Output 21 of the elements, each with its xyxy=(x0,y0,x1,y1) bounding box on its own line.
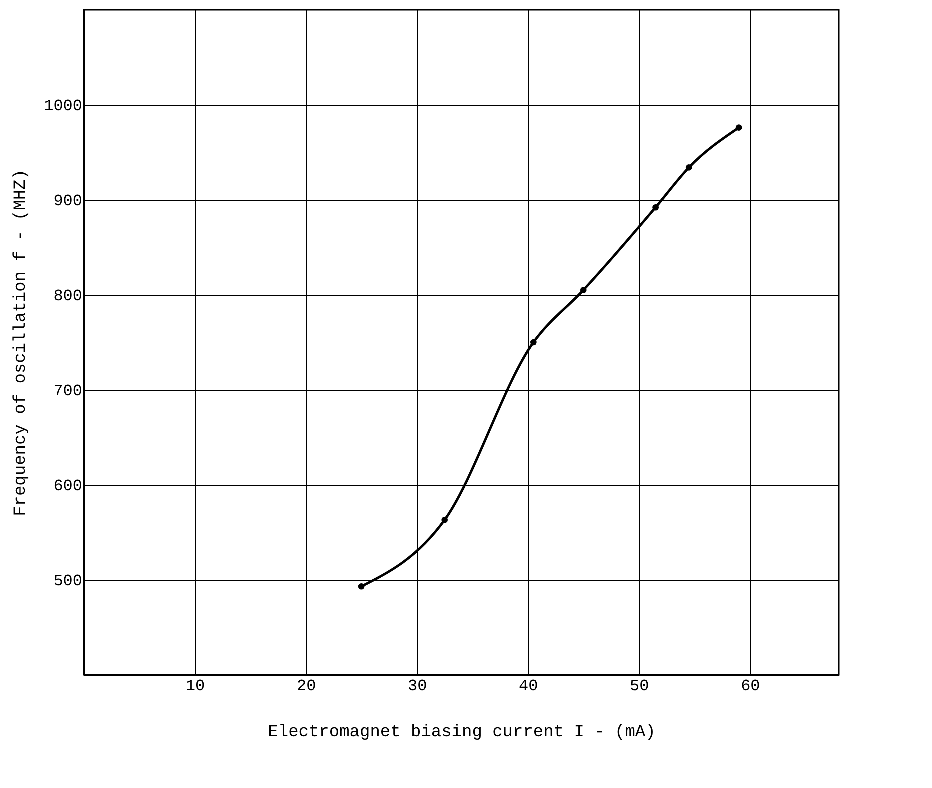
x-tick-label: 10 xyxy=(186,678,206,696)
y-tick-label: 1000 xyxy=(44,98,82,116)
point xyxy=(442,516,448,524)
point xyxy=(358,583,365,590)
y-tick-label: 800 xyxy=(54,288,82,306)
y-tick-label: 900 xyxy=(54,192,82,210)
y-axis-title: Frequency of oscillation f - (MHZ) xyxy=(12,170,32,516)
point xyxy=(530,339,537,346)
x-tick-label: 40 xyxy=(519,678,538,696)
x-tick-label: 50 xyxy=(630,678,650,696)
point xyxy=(686,164,692,171)
point xyxy=(736,124,742,131)
y-tick-label: 700 xyxy=(54,382,82,400)
x-axis-title: Electromagnet biasing current I - (mA) xyxy=(268,724,656,742)
y-tick-label: 600 xyxy=(54,478,82,496)
x-tick-label: 60 xyxy=(741,678,760,696)
x-tick-label: 20 xyxy=(296,678,316,696)
x-tick-label: 30 xyxy=(408,678,428,696)
y-tick-label: 500 xyxy=(54,572,82,590)
point xyxy=(652,204,659,211)
point xyxy=(580,287,587,294)
